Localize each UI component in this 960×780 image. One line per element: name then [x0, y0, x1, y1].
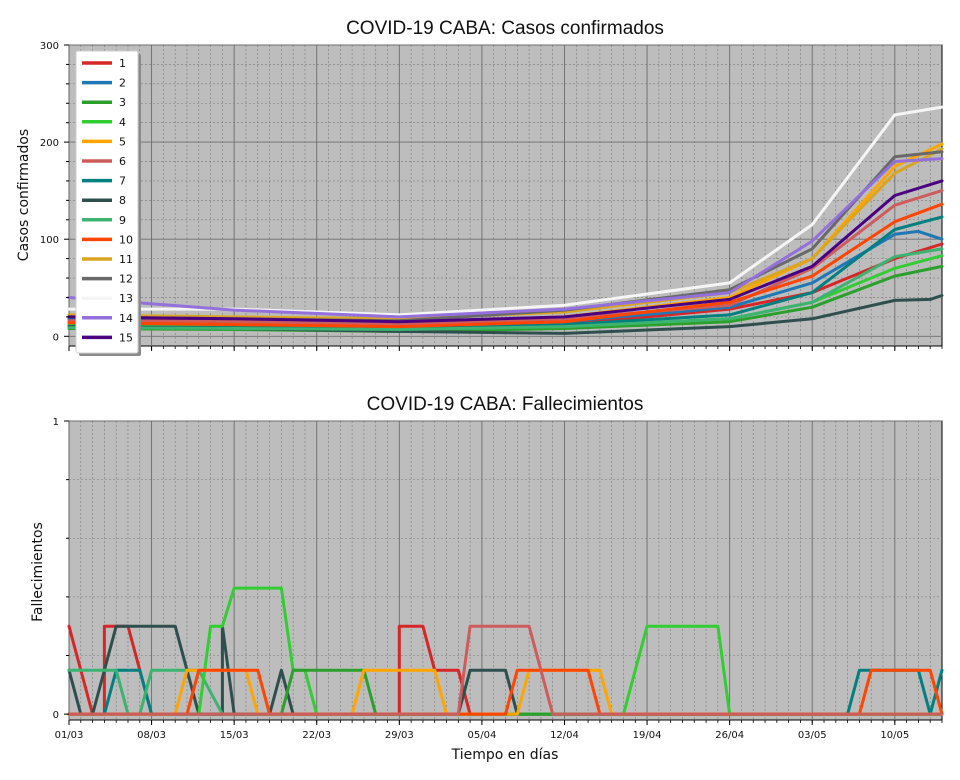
x-tick-label: 03/05 [798, 730, 827, 741]
legend-label-5: 5 [119, 135, 126, 148]
chart1-y-ticks: 0 100 200 300 [40, 41, 69, 343]
y-tick-label: 100 [40, 235, 59, 246]
legend-label-10: 10 [119, 233, 133, 246]
x-tick-label: 05/04 [467, 730, 496, 741]
legend-label-7: 7 [119, 175, 126, 188]
y-tick-label: 0 [53, 710, 59, 721]
x-tick-label: 19/04 [633, 730, 662, 741]
legend-label-13: 13 [119, 292, 133, 305]
series-line-15 [67, 179, 944, 324]
legend-label-1: 1 [119, 57, 126, 70]
legend-label-8: 8 [119, 194, 126, 207]
x-tick-label: 01/03 [55, 730, 84, 741]
chart2-xlabel: Tiempo en días [451, 747, 559, 763]
chart1-x-ticks [68, 346, 943, 351]
legend-label-14: 14 [119, 312, 133, 325]
y-tick-label: 300 [40, 41, 59, 52]
series-line-9 [67, 668, 944, 716]
chart1-grid [68, 44, 942, 346]
chart1-title: COVID-19 CABA: Casos confirmados [346, 18, 664, 39]
y-tick-label: 200 [40, 138, 59, 149]
legend-label-6: 6 [119, 155, 126, 168]
legend-label-15: 15 [119, 331, 133, 344]
series-line-14 [67, 157, 944, 319]
chart2-y-ticks: 01 [53, 417, 69, 721]
legend-box [75, 50, 139, 354]
x-tick-label: 12/04 [550, 730, 579, 741]
x-tick-label: 29/03 [385, 730, 414, 741]
chart2-series-lines [67, 586, 944, 716]
legend-label-4: 4 [119, 116, 126, 129]
legend-label-2: 2 [119, 77, 126, 90]
x-tick-label: 26/04 [715, 730, 744, 741]
series-line-9 [67, 247, 944, 331]
chart2-x-ticks: 01/03 08/03 15/03 22/03 29/03 05/04 12/04 19/04… [55, 720, 943, 741]
legend-label-12: 12 [119, 273, 133, 286]
series-line-10 [67, 202, 944, 329]
series-line-6 [67, 624, 944, 716]
y-tick-label: 1 [53, 417, 59, 428]
x-tick-label: 22/03 [302, 730, 331, 741]
chart2-title: COVID-19 CABA: Fallecimientos [367, 394, 644, 415]
legend-label-3: 3 [119, 96, 126, 109]
x-tick-label: 08/03 [137, 730, 166, 741]
legend-label-11: 11 [119, 253, 133, 266]
x-tick-label: 15/03 [220, 730, 249, 741]
y-tick-label: 0 [53, 332, 59, 343]
series-line-10 [67, 668, 944, 716]
chart2-ylabel: Fallecimientos [30, 522, 46, 622]
chart1-ylabel: Casos confirmados [16, 129, 32, 261]
chart1-series-lines [67, 105, 944, 335]
legend-label-9: 9 [119, 214, 126, 227]
x-tick-label: 10/05 [880, 730, 909, 741]
